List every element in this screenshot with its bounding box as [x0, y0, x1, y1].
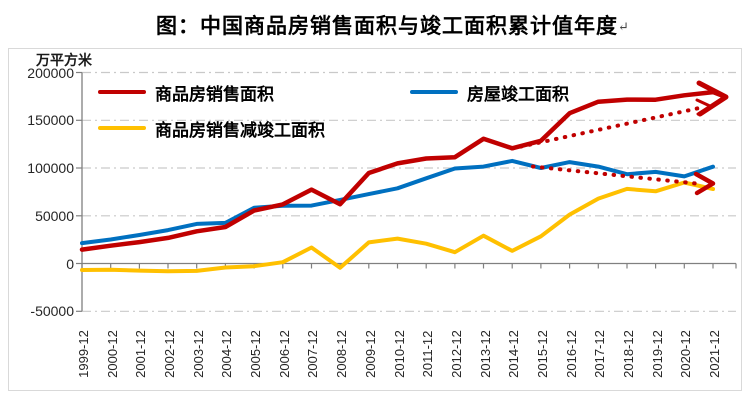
y-tick-label: -50000 — [30, 303, 74, 319]
legend-line-sales-swatch — [98, 90, 146, 94]
x-tick-label: 2019-12 — [650, 330, 665, 378]
arrowhead-dotted-up — [695, 98, 713, 116]
y-tick-label: 200000 — [27, 65, 74, 81]
chart-title: 图：中国商品房销售面积与竣工面积累计值年度↵ — [0, 10, 752, 40]
series-line-completion — [80, 158, 715, 246]
x-tick-label: 2001-12 — [133, 330, 148, 378]
legend-label-completion: 房屋竣工面积 — [467, 84, 569, 104]
x-tick-label: 2009-12 — [363, 330, 378, 378]
chart-title-text: 图：中国商品房销售面积与竣工面积累计值年度 — [156, 13, 619, 38]
y-tick-label: 50000 — [35, 208, 74, 224]
y-tick-label: 150000 — [27, 112, 74, 128]
arrowhead-solid — [696, 80, 729, 117]
legend-label-difference: 商品房销售减竣工面积 — [155, 120, 325, 140]
arrowhead-dotted-down — [693, 171, 716, 196]
axes — [76, 71, 737, 312]
x-tick-label: 2010-12 — [392, 330, 407, 378]
x-tick-label: 2016-12 — [564, 330, 579, 378]
x-tick-label: 2005-12 — [248, 330, 263, 378]
x-tick-label: 2014-12 — [506, 330, 521, 378]
legend-item-difference: 商品房销售减竣工面积 — [98, 118, 325, 140]
x-tick-label: 2002-12 — [162, 330, 177, 378]
series-line-sales — [79, 89, 716, 252]
x-tick-label: 2007-12 — [305, 330, 320, 378]
plot-frame — [8, 48, 742, 391]
x-tick-label: 2008-12 — [334, 330, 349, 378]
x-tick-label: 2013-12 — [478, 330, 493, 378]
legend-label-sales: 商品房销售面积 — [155, 84, 274, 104]
x-tick-label: 2012-12 — [449, 330, 464, 378]
paragraph-mark: ↵ — [618, 20, 630, 35]
y-tick-label: 100000 — [27, 160, 74, 176]
x-tick-label: 2021-12 — [707, 330, 722, 378]
series-line-difference — [80, 180, 715, 274]
y-tick-label: 0 — [66, 256, 74, 272]
x-tick-label: 2011-12 — [420, 330, 435, 378]
legend-line-completion-swatch — [410, 90, 458, 94]
gridlines — [82, 71, 736, 312]
x-tick-label: 2004-12 — [219, 330, 234, 378]
x-tick-label: 2003-12 — [191, 330, 206, 378]
x-tick-label: 2020-12 — [678, 330, 693, 378]
dotted-trend-arrow-down — [531, 164, 698, 186]
x-tick-label: 2006-12 — [277, 330, 292, 378]
x-tick-label: 1999-12 — [76, 330, 91, 378]
legend-line-difference-swatch — [98, 126, 146, 130]
legend-item-completion: 房屋竣工面积 — [410, 82, 569, 104]
x-tick-label: 2015-12 — [535, 330, 550, 378]
x-tick-label: 2017-12 — [592, 330, 607, 378]
legend-item-sales: 商品房销售面积 — [98, 82, 274, 104]
x-tick-label: 2018-12 — [621, 330, 636, 378]
x-tick-label: 2000-12 — [105, 330, 120, 378]
dotted-trend-arrow-up — [510, 105, 706, 151]
y-axis-unit-label: 万平方米 — [36, 52, 92, 68]
